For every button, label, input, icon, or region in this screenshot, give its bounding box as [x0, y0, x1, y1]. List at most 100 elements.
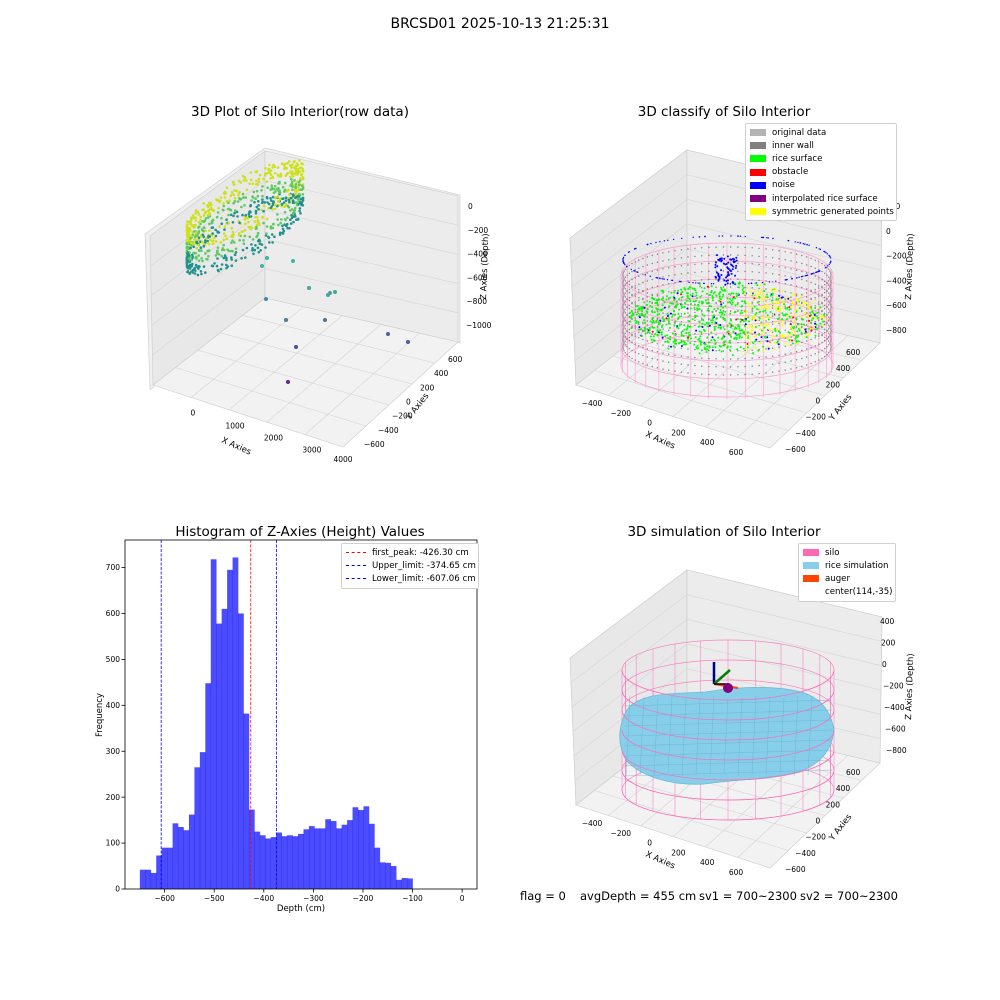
surface-point: [755, 296, 758, 298]
inner-wall-point: [758, 279, 760, 282]
inner-wall-point: [790, 296, 792, 298]
silo-ring-front: [621, 689, 835, 721]
inner-wall-point: [729, 278, 732, 280]
surface-point: [761, 292, 764, 295]
inner-wall-point: [646, 324, 648, 326]
inner-wall-point: [638, 345, 640, 347]
data-point: [250, 178, 253, 182]
surface-point: [746, 334, 748, 337]
surface-point: [711, 349, 714, 352]
inner-wall-point: [790, 284, 792, 286]
surface-point: [680, 340, 683, 343]
data-point: [269, 173, 273, 176]
inner-wall-point: [801, 254, 803, 257]
data-point: [267, 167, 271, 171]
inner-wall-point: [626, 274, 628, 276]
data-point: [216, 246, 220, 249]
data-point: [238, 190, 241, 194]
data-point: [208, 235, 211, 238]
inner-wall-point: [626, 322, 628, 324]
data-point: [204, 252, 207, 255]
data-point: [295, 164, 298, 168]
noise-point: [633, 270, 635, 272]
inner-wall-point: [623, 310, 625, 312]
grid-line: [737, 755, 849, 858]
inner-wall-point: [656, 343, 659, 345]
data-point: [232, 214, 235, 218]
surface-point: [781, 318, 784, 321]
surface-point: [752, 298, 755, 301]
noise-point: [714, 263, 717, 266]
data-point: [215, 264, 219, 268]
surface-point: [745, 315, 748, 318]
x-tick-label: 400: [700, 438, 715, 447]
inner-wall-point: [801, 293, 803, 296]
surface-point: [709, 294, 712, 296]
data-point: [198, 249, 201, 252]
data-point: [247, 212, 251, 216]
inner-wall-point: [806, 332, 808, 334]
noise-point: [692, 282, 694, 284]
noise-point: [761, 281, 764, 284]
inner-wall-point: [810, 297, 812, 300]
surface-point: [754, 331, 756, 334]
inner-wall-point: [828, 320, 830, 322]
surface-point: [724, 319, 727, 322]
inner-wall-point: [771, 331, 774, 333]
data-point: [264, 234, 268, 237]
inner-wall-point: [810, 346, 812, 349]
data-point: [233, 211, 236, 215]
inner-wall-point: [668, 329, 670, 331]
inner-wall-point: [830, 306, 832, 308]
surface-point: [764, 336, 767, 339]
data-point: [236, 200, 240, 203]
inner-wall-point: [622, 320, 624, 322]
inner-wall-point: [680, 265, 683, 267]
inner-wall-point: [824, 323, 826, 326]
inner-wall-point: [701, 263, 703, 265]
data-point: [326, 293, 330, 297]
surface-point: [729, 318, 732, 321]
data-point: [197, 236, 201, 239]
x-tick-label: 0: [460, 894, 465, 903]
inner-wall-point: [824, 288, 826, 291]
surface-point: [773, 304, 776, 307]
surface-point: [730, 335, 733, 338]
surface-point: [653, 311, 656, 314]
noise-point: [829, 255, 831, 258]
surface-point: [822, 320, 825, 323]
inner-wall-point: [694, 279, 696, 282]
data-point: [194, 219, 197, 222]
surface-point: [760, 323, 763, 326]
data-point: [195, 246, 199, 250]
surface-point: [740, 309, 743, 312]
surface-point: [770, 289, 773, 292]
histogram-bar: [363, 806, 370, 889]
surface-point: [754, 340, 757, 343]
inner-wall-point: [824, 291, 826, 294]
noise-point: [735, 259, 738, 262]
data-point: [224, 192, 227, 195]
surface-point: [698, 320, 701, 323]
surface-point: [774, 290, 777, 293]
surface-point: [711, 299, 714, 302]
inner-wall-point: [828, 292, 830, 294]
surface-point: [792, 302, 795, 305]
surface-point: [634, 319, 637, 322]
data-point: [220, 254, 223, 258]
surface-point: [743, 331, 746, 334]
inner-wall-point: [829, 310, 831, 312]
noise-point: [784, 279, 787, 281]
inner-wall-point: [830, 336, 832, 338]
surface-point: [683, 328, 686, 331]
surface-point: [794, 310, 797, 313]
inner-wall-point: [814, 345, 816, 347]
surface-point: [701, 326, 704, 328]
data-point: [226, 207, 230, 211]
inner-wall-point: [818, 287, 820, 289]
z-tick-label: −400: [884, 703, 905, 712]
silo-ring-front: [621, 789, 835, 821]
data-point: [197, 225, 201, 229]
inner-wall-point: [801, 325, 803, 328]
inner-wall-point: [784, 275, 786, 277]
